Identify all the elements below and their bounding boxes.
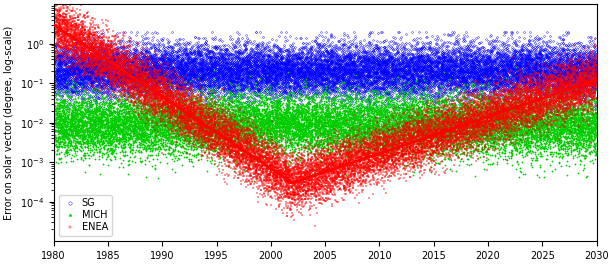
MICH — [398, 134, 405, 138]
Line: ENEA: ENEA — [53, 0, 597, 227]
ENEA — [593, 111, 600, 114]
Line: MICH: MICH — [53, 66, 597, 192]
SG — [377, 86, 384, 90]
MICH — [558, 119, 565, 122]
MICH — [306, 120, 313, 123]
SG — [558, 73, 565, 76]
SG — [438, 77, 445, 80]
MICH — [377, 113, 384, 116]
MICH — [50, 114, 58, 117]
MICH — [264, 189, 272, 192]
MICH — [438, 137, 445, 140]
ENEA — [558, 90, 565, 94]
ENEA — [438, 133, 445, 136]
SG — [50, 81, 58, 84]
SG — [52, 30, 59, 33]
Line: SG: SG — [53, 31, 597, 133]
SG — [593, 68, 600, 71]
SG — [306, 80, 313, 83]
ENEA — [311, 225, 319, 228]
MICH — [185, 126, 192, 130]
ENEA — [50, 17, 58, 20]
Legend: SG, MICH, ENEA: SG, MICH, ENEA — [58, 195, 112, 236]
SG — [398, 68, 405, 71]
SG — [185, 71, 192, 74]
ENEA — [377, 147, 384, 151]
MICH — [512, 65, 520, 68]
ENEA — [306, 188, 313, 191]
ENEA — [185, 131, 192, 135]
SG — [505, 131, 512, 134]
Y-axis label: Error on solar vector (degree, log-scale): Error on solar vector (degree, log-scale… — [4, 25, 14, 220]
MICH — [593, 122, 600, 125]
ENEA — [398, 127, 405, 131]
